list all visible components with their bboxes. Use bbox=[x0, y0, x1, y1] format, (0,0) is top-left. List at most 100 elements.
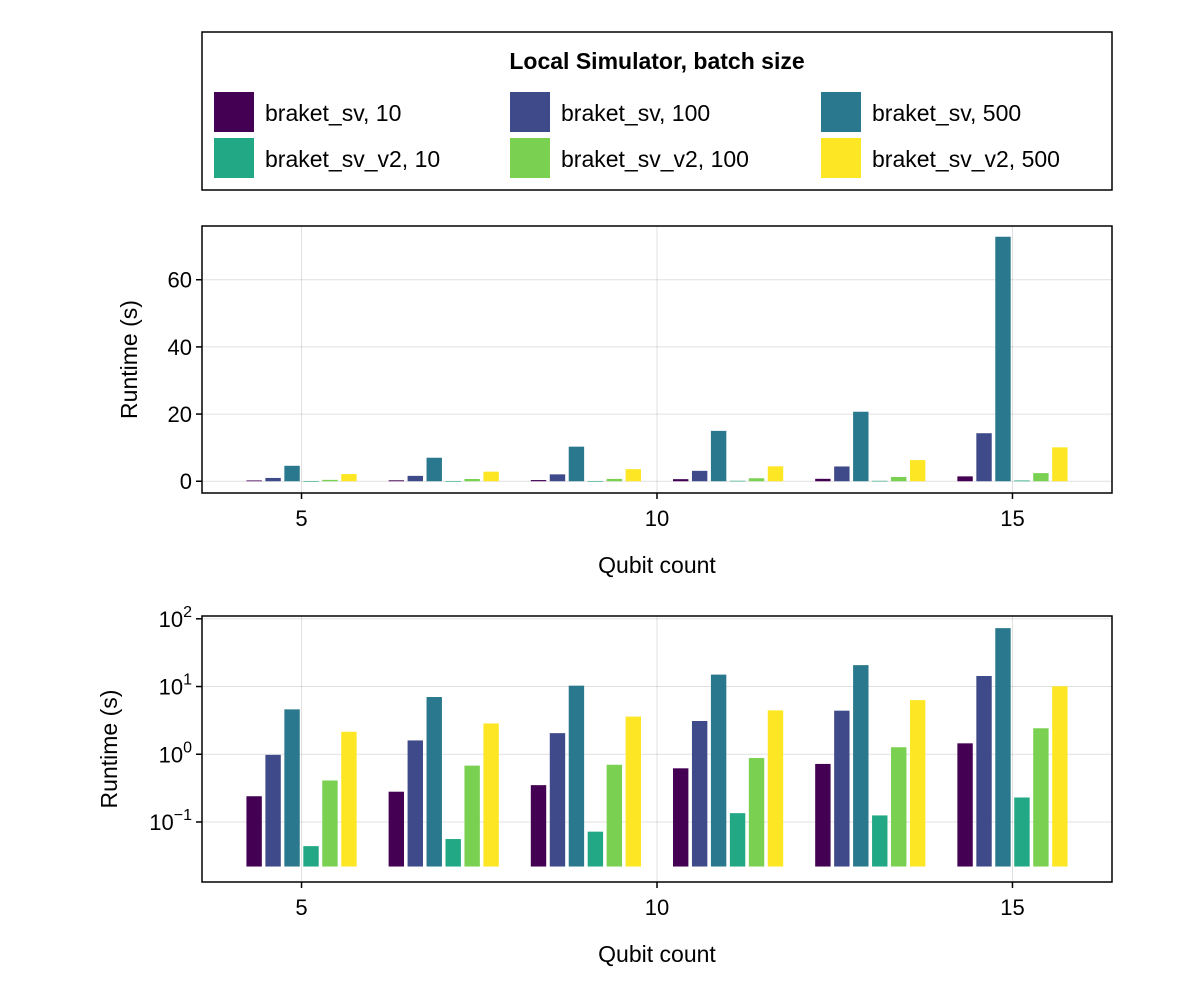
bar bbox=[909, 460, 926, 482]
y-axis-label: Runtime (s) bbox=[116, 300, 142, 419]
bar bbox=[1033, 728, 1049, 867]
legend-swatch bbox=[510, 138, 550, 178]
bar bbox=[322, 780, 338, 867]
x-axis-label: Qubit count bbox=[598, 552, 716, 578]
bar bbox=[265, 477, 281, 482]
y-tick-exponent: 2 bbox=[183, 604, 192, 621]
bar bbox=[341, 474, 357, 482]
bar bbox=[767, 710, 784, 867]
bar bbox=[767, 466, 784, 482]
bar bbox=[691, 720, 708, 867]
bar bbox=[407, 475, 423, 482]
bar bbox=[530, 785, 547, 867]
legend-title: Local Simulator, batch size bbox=[509, 48, 804, 74]
x-tick-label: 10 bbox=[645, 506, 669, 531]
legend-label: braket_sv_v2, 500 bbox=[872, 146, 1060, 172]
y-tick-label: 0 bbox=[180, 469, 192, 494]
bar bbox=[388, 791, 405, 867]
y-tick-label: 100 bbox=[159, 739, 192, 767]
bar bbox=[957, 476, 973, 482]
bar bbox=[303, 481, 319, 482]
bar bbox=[853, 411, 869, 482]
bar bbox=[748, 758, 765, 867]
bar bbox=[815, 763, 831, 867]
bar bbox=[464, 765, 480, 867]
x-tick-label: 10 bbox=[645, 895, 669, 920]
y-tick-label: 40 bbox=[168, 335, 192, 360]
bar bbox=[625, 469, 642, 482]
bar bbox=[957, 743, 973, 867]
y-axis-label: Runtime (s) bbox=[96, 690, 122, 809]
bar bbox=[872, 815, 888, 867]
legend-swatch bbox=[821, 92, 861, 132]
bar bbox=[729, 480, 746, 482]
bar bbox=[341, 731, 357, 867]
x-axis: 5 10 15 Qubit count bbox=[295, 493, 1025, 578]
legend-label: braket_sv_v2, 10 bbox=[265, 146, 440, 172]
y-tick-base: 10 bbox=[159, 675, 183, 700]
y-tick-exponent: 0 bbox=[183, 739, 192, 756]
legend-items: braket_sv, 10 braket_sv, 100 braket_sv, 50… bbox=[214, 92, 1060, 178]
bar bbox=[265, 754, 281, 867]
bar bbox=[483, 723, 499, 867]
x-tick-label: 15 bbox=[1000, 895, 1024, 920]
legend-swatch bbox=[214, 138, 254, 178]
bar bbox=[891, 747, 907, 867]
y-tick-exponent: −1 bbox=[174, 807, 192, 824]
bar bbox=[815, 478, 831, 482]
bar bbox=[834, 466, 850, 482]
bar bbox=[549, 474, 566, 482]
bar bbox=[568, 446, 585, 482]
bar bbox=[303, 846, 319, 867]
y-tick-label: 10−1 bbox=[149, 807, 192, 835]
legend-swatch bbox=[510, 92, 550, 132]
bar bbox=[872, 480, 888, 482]
bar bbox=[672, 479, 689, 482]
bars bbox=[246, 628, 1068, 867]
bar bbox=[710, 430, 727, 482]
bar bbox=[1014, 480, 1030, 482]
bar bbox=[549, 733, 566, 867]
bar bbox=[995, 628, 1011, 867]
bar bbox=[976, 433, 992, 482]
legend-item: braket_sv, 500 bbox=[821, 92, 1021, 132]
bar bbox=[246, 480, 262, 482]
legend: Local Simulator, batch size braket_sv, 1… bbox=[201, 31, 1113, 191]
linear-runtime-chart: 5 10 15 Qubit count 0 20 40 60 Runtime (s) bbox=[116, 225, 1113, 578]
bar bbox=[322, 479, 338, 482]
bar bbox=[606, 478, 623, 482]
bar bbox=[995, 236, 1011, 482]
bar bbox=[891, 476, 907, 482]
bar bbox=[483, 471, 499, 482]
bar bbox=[1014, 797, 1030, 867]
bars bbox=[246, 236, 1068, 482]
gridlines bbox=[202, 226, 1112, 493]
legend-item: braket_sv, 100 bbox=[510, 92, 710, 132]
bar bbox=[909, 700, 926, 867]
bar bbox=[445, 481, 461, 482]
legend-label: braket_sv_v2, 100 bbox=[561, 146, 749, 172]
bar bbox=[1033, 473, 1049, 482]
legend-frame bbox=[201, 31, 1113, 191]
bar bbox=[710, 674, 727, 867]
bar bbox=[606, 764, 623, 867]
bar bbox=[388, 480, 405, 482]
bar bbox=[568, 685, 585, 867]
bar bbox=[834, 710, 850, 867]
x-axis-label: Qubit count bbox=[598, 941, 716, 967]
y-tick-base: 10 bbox=[159, 607, 183, 632]
y-axis: 0 20 40 60 Runtime (s) bbox=[116, 268, 202, 494]
bar bbox=[464, 478, 480, 482]
y-tick-label: 60 bbox=[168, 268, 192, 293]
bar bbox=[246, 796, 262, 867]
x-tick-label: 5 bbox=[295, 895, 307, 920]
y-tick-label: 20 bbox=[168, 402, 192, 427]
bar bbox=[587, 481, 604, 482]
x-tick-label: 15 bbox=[1000, 506, 1024, 531]
legend-item: braket_sv_v2, 500 bbox=[821, 138, 1060, 178]
bar bbox=[853, 665, 869, 867]
y-tick-exponent: 1 bbox=[183, 672, 192, 689]
bar bbox=[407, 740, 423, 867]
y-tick-label: 101 bbox=[159, 672, 192, 700]
